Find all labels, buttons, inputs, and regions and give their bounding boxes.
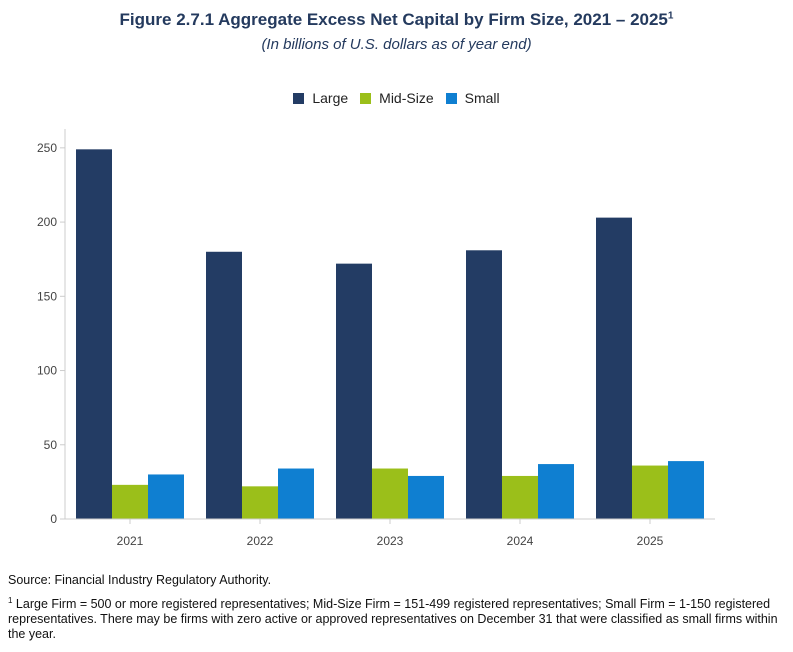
bar-chart: 0 50 100 150 200 250 2021 2022 2023 2024 2025 [37,129,715,548]
y-tick-label: 150 [37,289,57,303]
source-note: Source: Financial Industry Regulatory Au… [8,573,272,587]
chart-subtitle: (In billions of U.S. dollars as of year … [261,36,532,53]
bar-large-2022 [206,251,242,519]
x-tick-label-2022: 2022 [247,534,274,548]
chart-title-text: Figure 2.7.1 Aggregate Excess Net Capita… [119,10,668,29]
bar-small-2021 [148,474,184,519]
x-axis: 2021 2022 2023 2024 2025 [65,518,715,548]
bar-small-2024 [538,464,574,519]
bar-large-2024 [466,250,502,519]
footnote-marker: 1 [8,596,13,605]
footnote-text: Large Firm = 500 or more registered repr… [8,597,778,642]
legend-item-large: Large [293,90,348,106]
bar-mid-size-2024 [502,475,538,519]
legend-swatch-large [293,92,305,104]
bar-large-2025 [596,217,632,519]
title-footnote-marker: 1 [667,10,674,22]
x-tick-label-2021: 2021 [117,534,144,548]
legend-swatch-small [445,92,457,104]
x-tick-label-2023: 2023 [377,534,404,548]
legend-swatch-mid-size [360,92,372,104]
y-tick-label: 50 [44,438,58,452]
legend-label-small: Small [464,90,500,106]
legend-label-mid-size: Mid-Size [379,90,434,106]
bar-small-2025 [668,461,704,519]
bar-small-2023 [408,475,444,519]
y-tick-label: 0 [50,512,57,526]
bar-mid-size-2021 [112,484,148,519]
legend-label-large: Large [312,90,349,106]
x-tick-label-2025: 2025 [637,534,664,548]
y-tick-label: 200 [37,215,57,229]
chart-legend: Large Mid-Size Small [0,90,793,106]
bar-large-2021 [76,149,112,520]
y-tick-label: 100 [37,364,57,378]
firm-size-footnote: 1 Large Firm = 500 or more registered re… [8,593,783,642]
bar-large-2023 [336,263,372,519]
chart-title: Figure 2.7.1 Aggregate Excess Net Capita… [0,10,793,30]
bar-small-2022 [278,468,314,519]
bar-mid-size-2022 [242,486,278,519]
bars-group [76,149,704,520]
legend-item-mid-size: Mid-Size [360,90,434,106]
y-axis: 0 50 100 150 200 250 [37,129,66,526]
bar-mid-size-2023 [372,468,408,519]
x-tick-label-2024: 2024 [507,534,534,548]
y-tick-label: 250 [37,141,57,155]
legend-item-small: Small [445,90,500,106]
bar-mid-size-2025 [632,465,668,519]
